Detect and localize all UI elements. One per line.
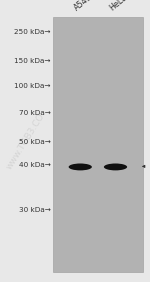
Ellipse shape	[69, 164, 92, 170]
Text: 150 kDa→: 150 kDa→	[15, 58, 51, 64]
Ellipse shape	[104, 164, 127, 170]
Text: 30 kDa→: 30 kDa→	[19, 207, 51, 213]
Text: 70 kDa→: 70 kDa→	[19, 110, 51, 116]
Text: 250 kDa→: 250 kDa→	[15, 29, 51, 36]
Text: 50 kDa→: 50 kDa→	[19, 139, 51, 146]
Text: HeLa: HeLa	[108, 0, 129, 13]
Text: 100 kDa→: 100 kDa→	[15, 83, 51, 89]
Text: 40 kDa→: 40 kDa→	[19, 162, 51, 168]
Text: www.TGB3.CO: www.TGB3.CO	[5, 111, 46, 171]
Text: A549: A549	[72, 0, 94, 13]
Bar	[53, 17, 143, 272]
